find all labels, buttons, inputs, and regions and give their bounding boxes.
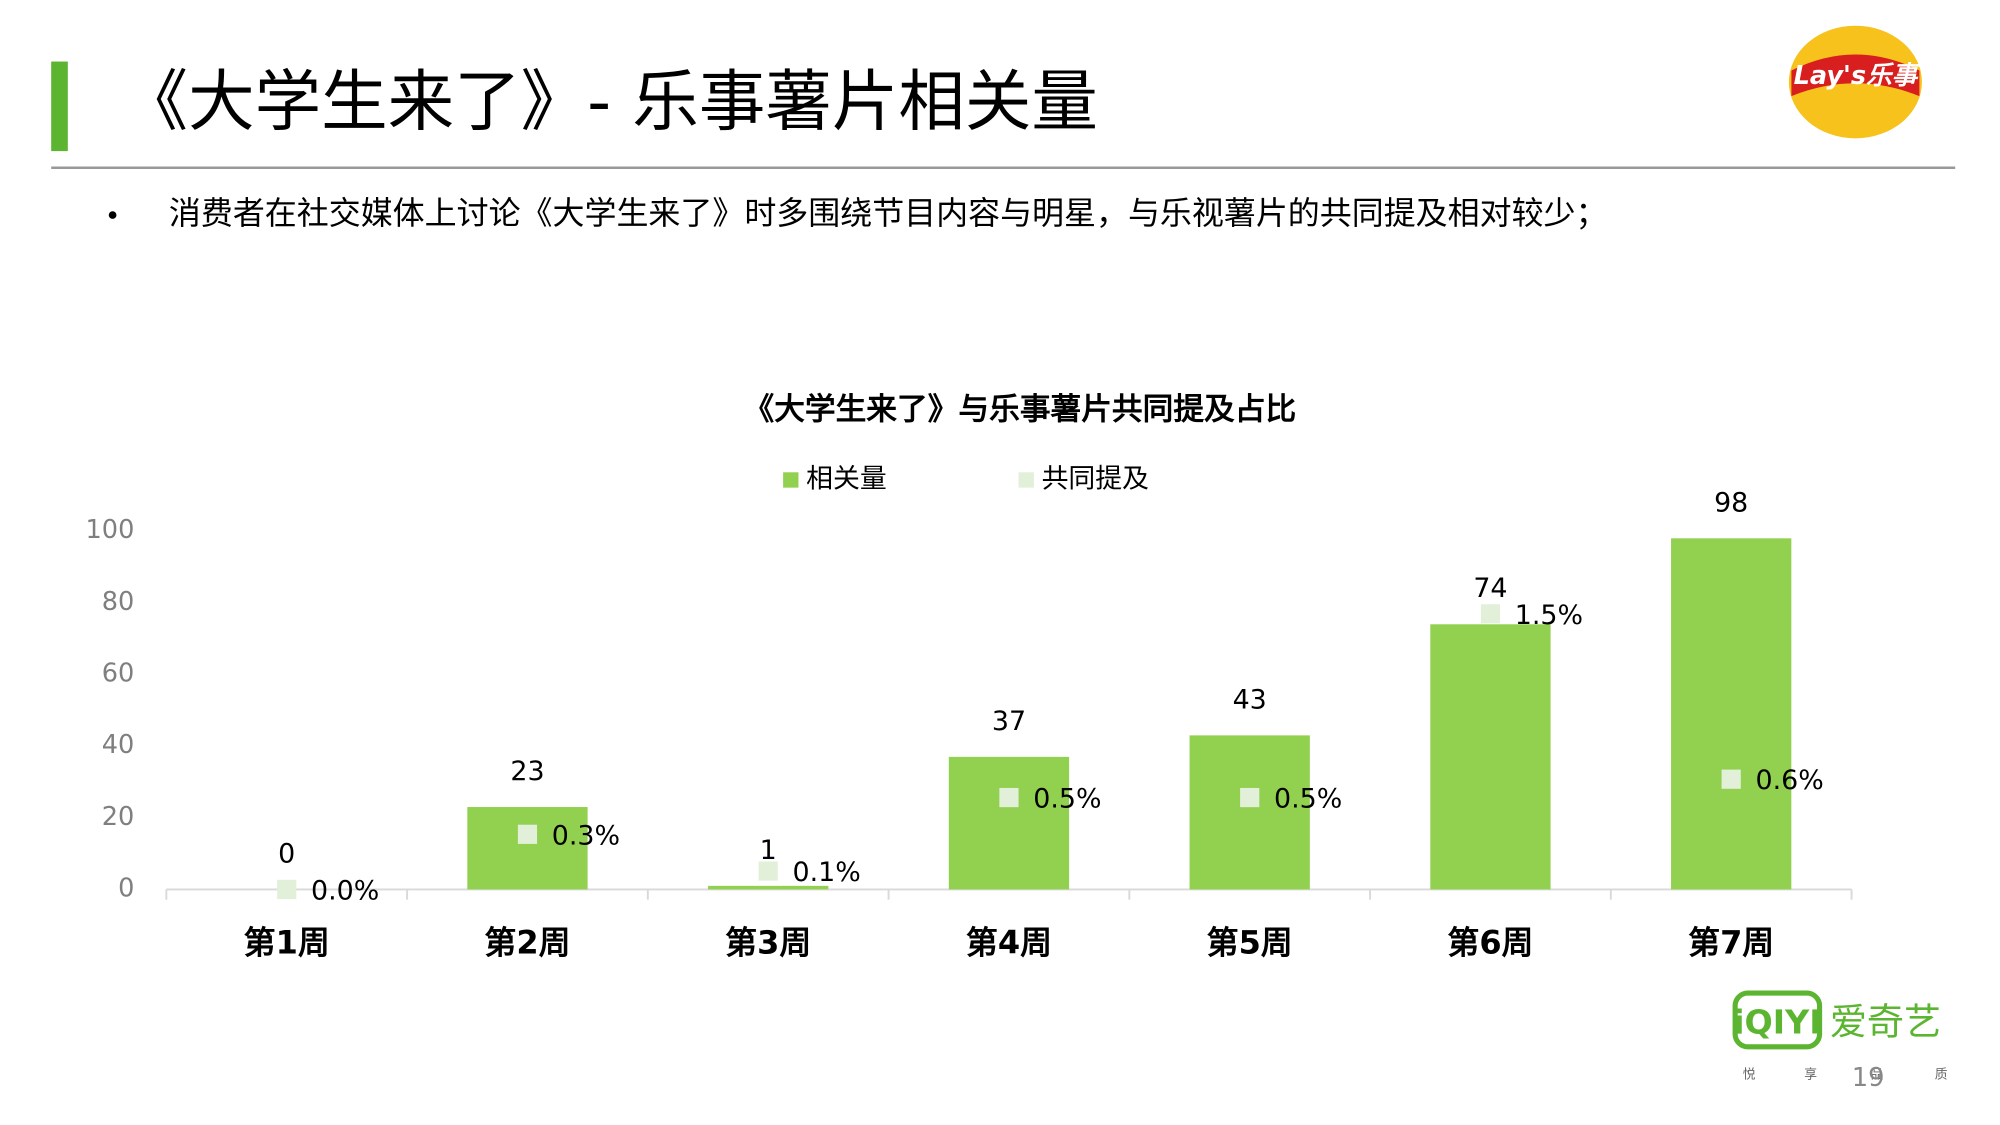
marker bbox=[277, 879, 297, 900]
brand-logo-text: Lay's乐事 bbox=[1794, 61, 1922, 91]
x-tick-label: 第3周 bbox=[725, 923, 811, 961]
marker-value-label: 0.3% bbox=[552, 820, 620, 851]
marker bbox=[758, 861, 778, 881]
marker-value-label: 0.0% bbox=[311, 875, 379, 906]
bar bbox=[1671, 538, 1792, 890]
marker-value-label: 0.6% bbox=[1756, 765, 1824, 796]
bar-value-label: 43 bbox=[1233, 684, 1267, 715]
bar bbox=[708, 885, 829, 890]
chart-title: 《大学生来了》与乐事薯片共同提及占比 bbox=[744, 391, 1297, 427]
platform-logo: iQIYI bbox=[1733, 1002, 1821, 1041]
marker bbox=[517, 824, 538, 844]
y-tick-label: 0 bbox=[118, 873, 134, 903]
x-tick-label: 第6周 bbox=[1447, 923, 1533, 961]
y-tick-label: 100 bbox=[86, 515, 135, 545]
bar bbox=[948, 756, 1070, 890]
brand-logo: Lay's乐事 bbox=[1788, 25, 1922, 139]
bullet-dot bbox=[108, 211, 117, 219]
marker bbox=[999, 787, 1019, 808]
bar-value-label: 0 bbox=[278, 838, 295, 869]
bar-value-label: 1 bbox=[760, 835, 777, 866]
y-tick-label: 40 bbox=[102, 730, 135, 760]
bar bbox=[467, 807, 588, 890]
slogan: 品 bbox=[1871, 1067, 1884, 1082]
page-number: 19 bbox=[1852, 1063, 1885, 1093]
bar-value-label: 98 bbox=[1714, 487, 1748, 518]
legend-swatch bbox=[1018, 472, 1034, 488]
marker-value-label: 0.5% bbox=[1033, 784, 1101, 815]
x-tick-label: 第7周 bbox=[1688, 923, 1774, 961]
marker-value-label: 0.1% bbox=[793, 857, 861, 888]
y-tick-label: 20 bbox=[102, 802, 135, 832]
marker bbox=[1721, 769, 1741, 789]
x-tick-label: 第5周 bbox=[1207, 923, 1293, 961]
legend-label: 相关量 bbox=[806, 463, 887, 494]
y-tick-label: 80 bbox=[102, 587, 135, 617]
slogan: 享 bbox=[1804, 1066, 1817, 1082]
bar-value-label: 37 bbox=[992, 706, 1026, 737]
marker-value-label: 1.5% bbox=[1515, 600, 1583, 631]
bar-value-label: 74 bbox=[1473, 573, 1507, 604]
x-tick-label: 第2周 bbox=[484, 923, 570, 961]
bar bbox=[1430, 624, 1551, 890]
marker bbox=[1240, 787, 1260, 808]
marker bbox=[1480, 604, 1501, 624]
x-tick-label: 第4周 bbox=[966, 923, 1052, 961]
title-accent bbox=[51, 61, 68, 152]
bullet-text: 消费者在社交媒体上讨论《大学生来了》时多围绕节目内容与明星，与乐视薯片的共同提及… bbox=[169, 194, 1608, 232]
x-tick-label: 第1周 bbox=[244, 923, 330, 961]
platform-name: 爱奇艺 bbox=[1830, 1000, 1941, 1043]
bar bbox=[1189, 735, 1310, 890]
slide-title: 《大学生来了》- 乐事薯片相关量 bbox=[122, 62, 1098, 140]
bar-value-label: 23 bbox=[510, 756, 544, 787]
slogan: 质 bbox=[1935, 1067, 1948, 1082]
y-tick-label: 60 bbox=[102, 658, 135, 688]
legend-swatch bbox=[783, 472, 799, 488]
platform-logo-frame bbox=[1732, 990, 1823, 1050]
slogan: 悦 bbox=[1743, 1067, 1756, 1082]
legend-label: 共同提及 bbox=[1042, 463, 1149, 494]
marker-value-label: 0.5% bbox=[1274, 784, 1342, 815]
